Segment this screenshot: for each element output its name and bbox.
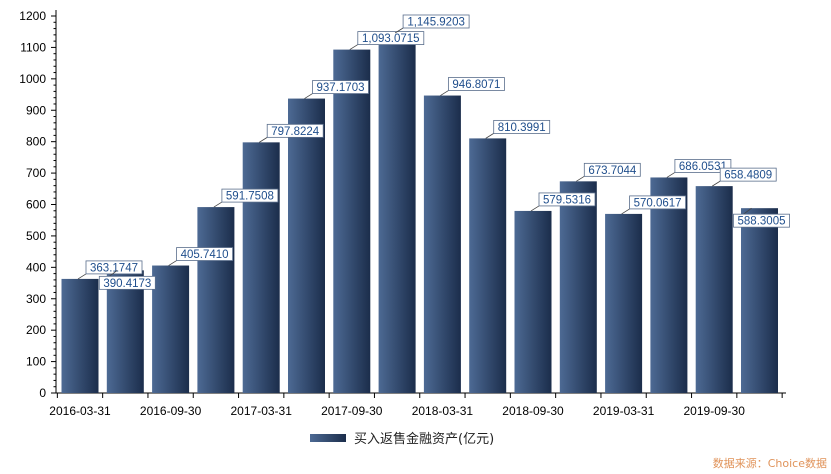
data-label: 579.5316	[543, 194, 591, 206]
data-label-box	[583, 162, 641, 177]
bar	[514, 210, 552, 393]
data-label-box	[447, 77, 505, 91]
data-label: 588.3005	[738, 216, 786, 228]
data-label: 810.3991	[498, 122, 546, 134]
data-label-box	[733, 213, 790, 228]
y-tick-label: 300	[26, 292, 46, 306]
data-label: 1,145.9203	[407, 16, 465, 28]
data-label-box	[85, 260, 143, 275]
data-label: 673.7044	[588, 165, 637, 177]
bar	[695, 186, 733, 393]
data-label-box	[629, 195, 686, 210]
data-label: 937.1703	[317, 82, 365, 94]
data-label-leader	[440, 90, 449, 96]
data-label-box	[266, 123, 324, 138]
data-label-leader	[621, 208, 630, 215]
x-tick-label: 2018-09-30	[502, 404, 564, 418]
data-label-box	[98, 275, 156, 290]
data-label-leader	[666, 172, 676, 178]
legend-label: 买入返售金融资产(亿元)	[354, 432, 495, 447]
bar	[61, 278, 99, 393]
data-label: 797.8224	[271, 126, 320, 138]
x-tick-label: 2018-03-31	[412, 404, 474, 418]
bar	[605, 213, 643, 393]
x-tick-label: 2017-03-31	[231, 404, 293, 418]
data-label-box	[221, 188, 279, 203]
data-label-leader	[168, 260, 177, 266]
data-label-box	[493, 119, 551, 134]
data-label: 686.0531	[679, 161, 727, 173]
x-tick-label: 2019-03-31	[593, 404, 655, 418]
data-label-leader	[213, 201, 223, 208]
data-label-leader	[485, 133, 494, 139]
bar	[469, 138, 507, 393]
bar	[242, 142, 280, 393]
data-label: 591.7508	[226, 191, 274, 203]
x-tick-label: 2016-03-31	[49, 404, 111, 418]
bar	[378, 32, 416, 393]
y-tick-label: 200	[26, 323, 46, 337]
data-label-leader	[304, 93, 313, 99]
data-label-leader	[258, 137, 268, 143]
data-label: 570.0617	[634, 197, 682, 209]
y-tick-label: 700	[26, 166, 46, 180]
legend: 买入返售金融资产(亿元)	[310, 428, 494, 447]
y-tick-label: 400	[26, 260, 46, 274]
bar	[197, 207, 235, 393]
bar	[650, 177, 688, 393]
bar	[559, 181, 597, 393]
bar	[423, 95, 461, 393]
bar	[288, 98, 325, 394]
data-label: 363.1747	[90, 262, 138, 274]
x-tick-label: 2016-09-30	[140, 404, 202, 418]
data-label-leader	[109, 270, 118, 277]
data-label-leader	[576, 176, 585, 182]
data-label-box	[538, 192, 596, 207]
data-label-leader	[711, 180, 721, 187]
bar	[333, 49, 371, 393]
x-tick-label: 2017-09-30	[321, 404, 383, 418]
bar	[741, 208, 778, 393]
data-label-box	[402, 14, 470, 29]
y-tick-label: 1100	[20, 40, 46, 54]
data-label: 405.7410	[181, 249, 229, 261]
y-tick-label: 800	[26, 135, 46, 149]
y-tick-label: 1000	[19, 72, 46, 86]
x-tick-label: 2019-09-30	[684, 404, 746, 418]
y-tick-label: 1200	[19, 9, 46, 23]
data-label: 1,093.0715	[362, 33, 420, 45]
data-label-box	[719, 167, 777, 182]
data-label-leader	[743, 207, 752, 215]
data-label-leader	[349, 44, 359, 50]
legend-swatch	[310, 433, 346, 442]
y-tick-label: 0	[39, 386, 46, 400]
data-label-leader	[530, 205, 540, 212]
data-label-box	[674, 159, 732, 173]
y-tick-label: 100	[26, 355, 46, 369]
data-label-leader	[394, 27, 404, 34]
data-label-box	[312, 80, 369, 94]
y-tick-label: 900	[26, 103, 46, 117]
watermark: 数据来源：Choice数据	[712, 457, 827, 470]
data-label-box	[176, 247, 234, 261]
data-label-box	[357, 31, 425, 45]
data-label: 390.4173	[103, 278, 151, 290]
bar	[152, 265, 190, 393]
y-tick-label: 600	[26, 198, 46, 212]
y-tick-label: 500	[26, 229, 46, 243]
data-label: 658.4809	[724, 170, 772, 182]
bar	[106, 270, 144, 393]
data-label-leader	[77, 273, 87, 280]
data-label: 946.8071	[452, 79, 500, 91]
